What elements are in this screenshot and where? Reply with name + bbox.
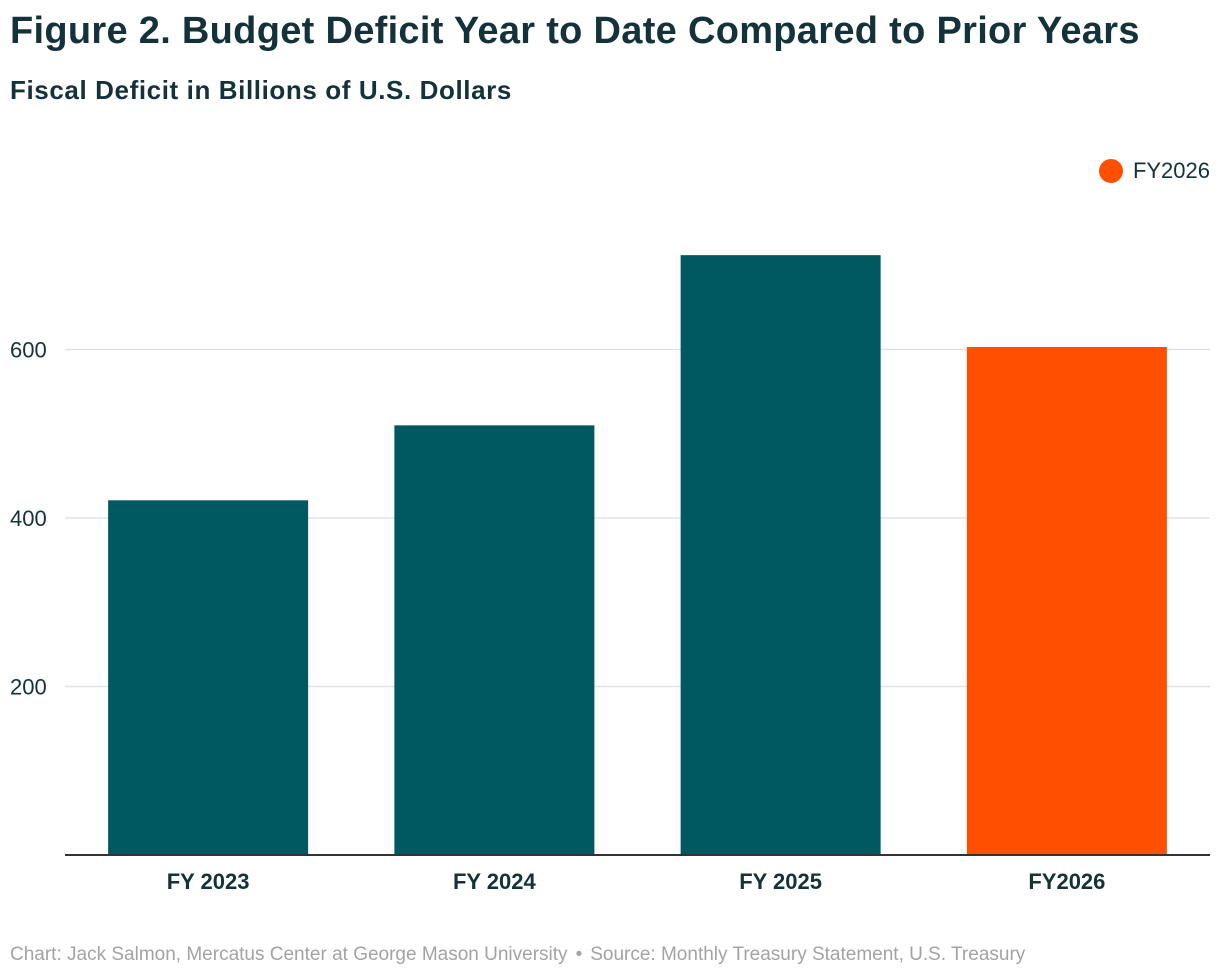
y-tick-label-600: 600 (10, 338, 47, 363)
chart-subtitle: Fiscal Deficit in Billions of U.S. Dolla… (10, 75, 512, 105)
bar-fy2023 (108, 500, 309, 855)
legend-label-fy2026: FY2026 (1132, 158, 1210, 183)
x-tick-label-fy2023: FY 2023 (167, 869, 250, 894)
chart-credit: Chart: Jack Salmon, Mercatus Center at G… (10, 944, 568, 965)
bar-fy2026 (966, 346, 1167, 855)
x-tick-label-fy2025: FY 2025 (739, 869, 822, 894)
x-tick-label-fy2024: FY 2024 (453, 869, 537, 894)
bar-chart: 200 400 600 FY 2023 FY 2024 FY 2025 FY2026 (10, 255, 1210, 894)
y-tick-label-400: 400 (10, 506, 47, 531)
y-tick-label-200: 200 (10, 675, 47, 700)
x-tick-label-fy2026: FY2026 (1028, 869, 1105, 894)
legend: FY2026 (1098, 158, 1210, 184)
chart-footer: Chart: Jack Salmon, Mercatus Center at G… (10, 944, 1025, 966)
bar-fy2024 (394, 425, 595, 855)
source-note: Source: Monthly Treasury Statement, U.S.… (590, 944, 1026, 965)
legend-swatch-fy2026 (1098, 159, 1123, 183)
chart-title: Figure 2. Budget Deficit Year to Date Co… (10, 10, 1140, 52)
footer-separator: • (575, 944, 583, 965)
bar-fy2025 (680, 255, 881, 855)
